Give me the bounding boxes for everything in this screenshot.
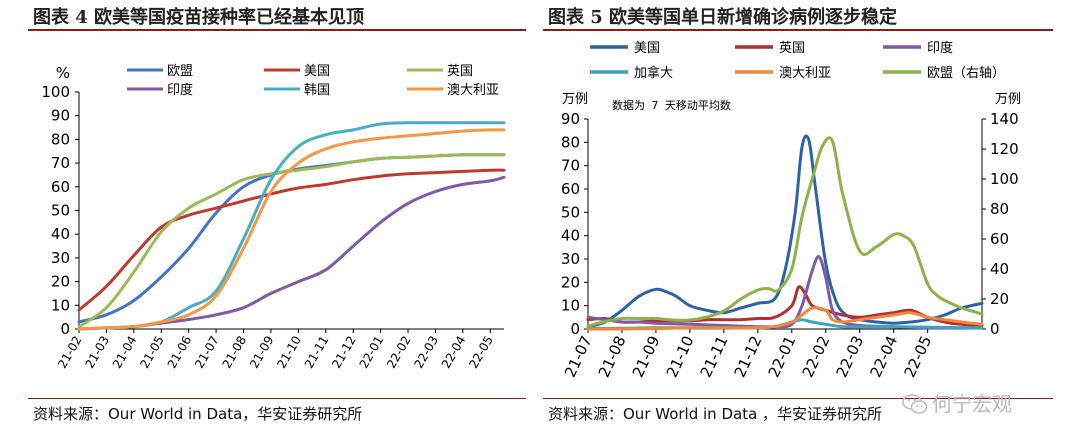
y2-tick-label: 40 — [990, 260, 1009, 278]
legend-label: 欧盟 — [167, 64, 193, 79]
y-tick-label: 40 — [561, 227, 580, 245]
y-tick-label: 30 — [561, 250, 580, 268]
x-tick-label: 21-07 — [561, 333, 596, 380]
y2-tick-label: 80 — [990, 200, 1009, 218]
y-tick-label: 30 — [51, 249, 70, 267]
x-tick-label: 22-03 — [833, 333, 868, 380]
y2-tick-label: 100 — [990, 170, 1019, 188]
y-tick-label: 20 — [561, 273, 580, 291]
x-tick-label: 22-04 — [867, 333, 902, 380]
legend-label: 欧盟（右轴） — [927, 66, 1005, 81]
x-tick-label: 21-11 — [697, 333, 732, 380]
series-line-美国 — [586, 134, 984, 329]
y-tick-label: 0 — [60, 320, 70, 338]
series-line-欧盟（右轴） — [586, 136, 984, 328]
watermark-text: 何宁宏观 — [932, 392, 1012, 416]
series-line-澳大利亚 — [77, 128, 506, 331]
x-tick-label: 22-05 — [901, 333, 936, 380]
y-tick-label: 60 — [51, 178, 70, 196]
series-line-英国 — [77, 153, 506, 329]
y-tick-label: 90 — [561, 110, 580, 128]
right-source-note: 资料来源：Our World in Data ，华安证券研究所 — [548, 405, 883, 423]
y-tick-label: 90 — [51, 107, 70, 125]
right-title-rule — [543, 29, 1053, 31]
series-line-美国 — [77, 168, 506, 312]
legend-label: 韩国 — [304, 83, 330, 98]
right-line-chart: 0 10 20 30 40 50 60 70 80 90 0 20 40 60 80 100 120 140 万例 万… — [561, 40, 1021, 380]
y-tick-label: 0 — [570, 320, 580, 338]
legend-label: 美国 — [634, 41, 660, 56]
y-tick-label: 80 — [561, 133, 580, 151]
y-tick-label: 50 — [561, 203, 580, 221]
legend-label: 印度 — [927, 40, 953, 56]
left-source-note: 资料来源：Our World in Data，华安证券研究所 — [33, 405, 363, 423]
y-tick-label: 50 — [51, 202, 70, 220]
y-tick-label: 10 — [561, 297, 580, 315]
x-tick-label: 21-09 — [629, 333, 664, 380]
y2-tick-label: 0 — [990, 320, 1000, 338]
right-chart-title: 图表 5 欧美等国单日新增确诊病例逐步稳定 — [548, 7, 898, 28]
y2-tick-label: 120 — [990, 140, 1019, 158]
left-title-rule — [28, 29, 526, 31]
y-axis-unit: % — [56, 64, 70, 82]
left-line-chart: 0102030405060708090100%21-0221-0321-0421… — [41, 64, 506, 371]
y-tick-label: 60 — [561, 180, 580, 198]
legend-label: 加拿大 — [634, 65, 673, 81]
legend-label: 印度 — [167, 82, 193, 98]
chart-annotation: 数据为 7 天移动平均数 — [612, 98, 731, 112]
y-tick-label: 70 — [561, 157, 580, 175]
y2-tick-label: 60 — [990, 230, 1009, 248]
legend-label: 英国 — [447, 64, 473, 79]
x-tick-label: 22-01 — [765, 333, 800, 380]
legend-label: 英国 — [779, 41, 805, 56]
x-tick-label: 21-10 — [663, 333, 698, 380]
y-tick-label: 80 — [51, 130, 70, 148]
wechat-icon — [902, 394, 928, 414]
y2-tick-label: 20 — [990, 290, 1009, 308]
y-tick-label: 100 — [41, 83, 70, 101]
x-tick-label: 21-08 — [595, 333, 630, 380]
y-axis-unit: 万例 — [562, 92, 588, 107]
right-source-rule — [543, 398, 1053, 399]
legend-label: 澳大利亚 — [779, 65, 831, 81]
y-tick-label: 10 — [51, 296, 70, 314]
y-tick-label: 70 — [51, 154, 70, 172]
series-line-英国 — [586, 285, 984, 327]
series-line-澳大利亚 — [586, 306, 984, 331]
legend-label: 美国 — [304, 64, 330, 79]
left-chart-title: 图表 4 欧美等国疫苗接种率已经基本见顶 — [33, 7, 365, 28]
x-tick-label: 22-02 — [799, 333, 834, 380]
x-tick-label: 21-12 — [731, 333, 766, 380]
left-source-rule — [28, 398, 526, 399]
y-tick-label: 40 — [51, 225, 70, 243]
y-tick-label: 20 — [51, 273, 70, 291]
y2-tick-label: 140 — [990, 110, 1019, 128]
y2-axis-unit: 万例 — [995, 92, 1021, 107]
legend-label: 澳大利亚 — [447, 82, 499, 98]
